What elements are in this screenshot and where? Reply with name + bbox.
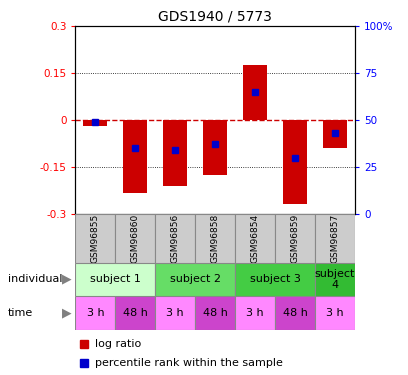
Bar (75, 296, 115, 330)
Bar (123, 120, 147, 194)
Text: ▶: ▶ (62, 273, 71, 286)
Text: 3 h: 3 h (246, 308, 264, 318)
Text: subject 1: subject 1 (90, 274, 141, 284)
Text: 48 h: 48 h (123, 308, 148, 318)
Bar (243, 65, 267, 120)
Bar (323, 120, 347, 148)
Text: GSM96855: GSM96855 (91, 213, 100, 263)
Text: subject 2: subject 2 (170, 274, 221, 284)
Text: 48 h: 48 h (203, 308, 228, 318)
Text: subject 3: subject 3 (250, 274, 301, 284)
Text: GSM96856: GSM96856 (171, 213, 180, 263)
Text: GSM96860: GSM96860 (131, 213, 140, 263)
Bar (195, 296, 235, 330)
Bar (75, 262, 155, 296)
Bar (235, 214, 275, 262)
Bar (155, 262, 235, 296)
Bar (84, 120, 107, 126)
Text: GSM96857: GSM96857 (330, 213, 339, 263)
Bar (195, 214, 235, 262)
Bar (115, 296, 155, 330)
Bar (203, 120, 227, 175)
Bar (75, 214, 115, 262)
Bar (235, 262, 315, 296)
Bar (155, 296, 195, 330)
Bar (275, 214, 315, 262)
Text: GSM96858: GSM96858 (211, 213, 220, 263)
Bar (155, 214, 195, 262)
Text: percentile rank within the sample: percentile rank within the sample (95, 358, 283, 368)
Text: log ratio: log ratio (95, 339, 141, 349)
Text: ▶: ▶ (62, 307, 71, 320)
Text: 3 h: 3 h (166, 308, 184, 318)
Text: GSM96859: GSM96859 (290, 213, 299, 263)
Text: individual: individual (8, 274, 63, 284)
Bar (163, 120, 187, 186)
Text: 3 h: 3 h (326, 308, 344, 318)
Text: time: time (8, 308, 33, 318)
Text: 3 h: 3 h (86, 308, 104, 318)
Bar (315, 296, 355, 330)
Text: GSM96854: GSM96854 (251, 214, 259, 262)
Bar (275, 296, 315, 330)
Text: subject
4: subject 4 (315, 268, 355, 290)
Title: GDS1940 / 5773: GDS1940 / 5773 (158, 10, 272, 24)
Bar (315, 214, 355, 262)
Bar (115, 214, 155, 262)
Bar (315, 262, 355, 296)
Bar (235, 296, 275, 330)
Text: 48 h: 48 h (283, 308, 308, 318)
Bar (283, 120, 307, 204)
